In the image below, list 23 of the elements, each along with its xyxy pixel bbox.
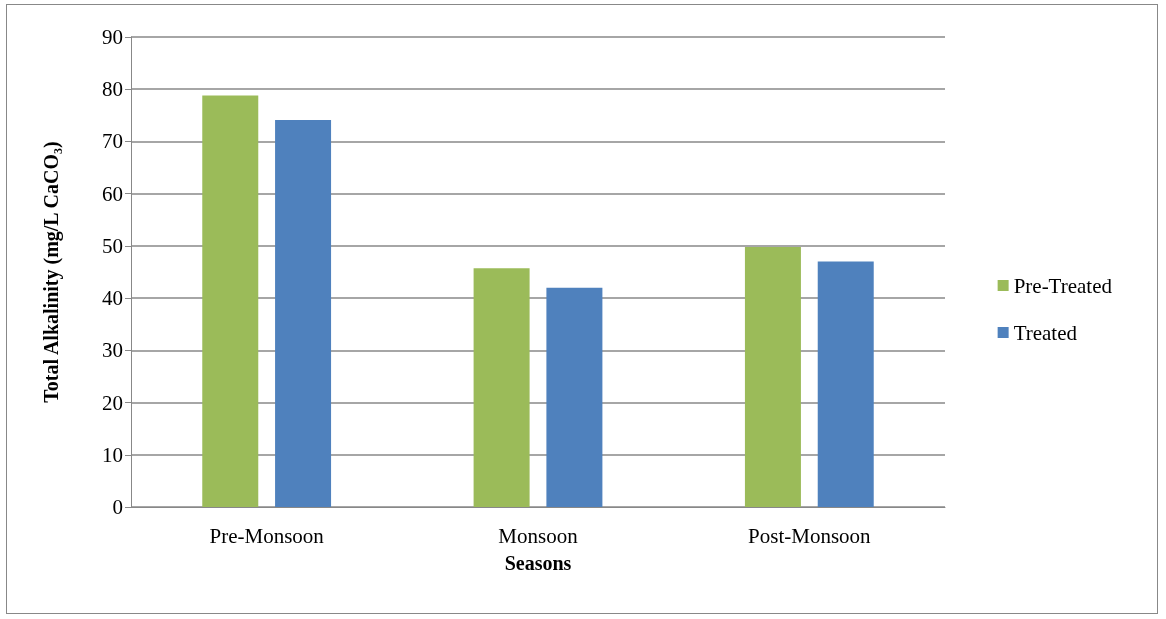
- bar: [744, 246, 801, 507]
- x-axis-title: Seasons: [504, 552, 572, 574]
- bar: [473, 268, 530, 507]
- bar: [275, 120, 332, 507]
- legend-label: Treated: [1013, 320, 1078, 345]
- y-tick-label: 20: [102, 390, 123, 415]
- bar: [202, 95, 259, 507]
- y-tick-label: 10: [102, 442, 123, 467]
- y-tick-label: 30: [102, 338, 123, 363]
- y-tick-label: 90: [102, 25, 123, 49]
- y-tick-label: 70: [102, 129, 123, 154]
- bar: [546, 287, 603, 507]
- x-tick-label: Monsoon: [498, 523, 579, 548]
- bar: [817, 261, 874, 507]
- x-tick-label: Post-Monsoon: [748, 523, 872, 548]
- legend-label: Pre-Treated: [1013, 273, 1113, 298]
- y-tick-label: 40: [102, 286, 123, 311]
- y-axis-title: Total Alkalinity (mg/L CaCO₃): [40, 141, 63, 403]
- x-tick-label: Pre-Monsoon: [209, 523, 325, 548]
- y-tick-label: 0: [112, 495, 123, 519]
- y-tick-label: 60: [102, 181, 123, 206]
- y-tick-label: 80: [102, 77, 123, 102]
- y-tick-label: 50: [102, 233, 123, 258]
